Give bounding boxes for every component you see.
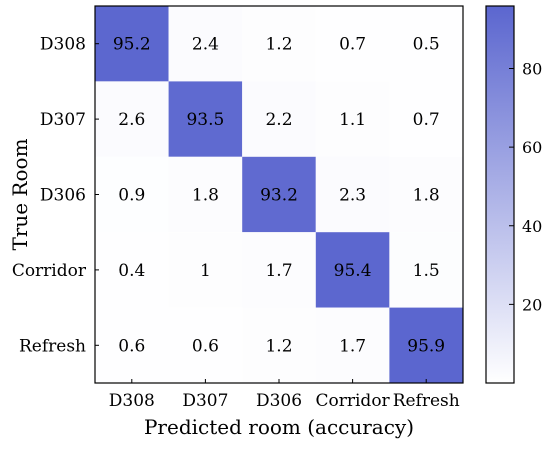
heatmap-cell: [168, 6, 243, 82]
y-axis-label: True Room: [8, 138, 32, 250]
cell-value-label: 1: [200, 261, 211, 281]
heatmap-cell: [242, 156, 316, 233]
heatmap-cell: [168, 232, 243, 308]
heatmap-cell: [168, 156, 243, 233]
heatmap-cell: [242, 81, 316, 157]
cell-value-label: 1.2: [265, 336, 292, 356]
heatmap-cell: [389, 6, 463, 82]
cell-value-label: 2.3: [339, 186, 366, 206]
heatmap-cells: [95, 6, 463, 383]
cell-value-label: 95.9: [407, 336, 445, 356]
cell-value-label: 1.5: [413, 261, 440, 281]
y-tick-label: D306: [40, 186, 86, 206]
x-tick-label: Refresh: [393, 391, 460, 411]
heatmap-cell: [95, 232, 169, 308]
heatmap-cell: [168, 81, 243, 157]
x-tick-label: D306: [256, 391, 302, 411]
y-tick-label: Refresh: [19, 336, 86, 356]
heatmap-cell: [315, 232, 390, 308]
heatmap-cell: [168, 307, 243, 383]
cell-value-label: 1.8: [413, 186, 440, 206]
cell-value-label: 93.5: [186, 110, 224, 130]
cell-value-label: 0.9: [118, 186, 145, 206]
y-tick-label: D308: [40, 35, 86, 55]
cell-value-label: 0.5: [413, 35, 440, 55]
cell-value-label: 93.2: [260, 186, 298, 206]
heatmap-cell: [315, 307, 390, 383]
heatmap-cell: [315, 6, 390, 82]
cell-value-label: 0.7: [413, 110, 440, 130]
heatmap-cell: [95, 6, 169, 82]
y-tick-label: D307: [40, 110, 86, 130]
heatmap-cell: [242, 6, 316, 82]
colorbar-tick-label: 20: [522, 295, 542, 314]
heatmap-cell: [389, 232, 463, 308]
cell-value-label: 0.6: [118, 336, 145, 356]
cell-value-label: 95.2: [113, 35, 151, 55]
x-tick-labels: D308 D307 D306 Corridor Refresh: [109, 379, 460, 411]
heatmap-cell: [315, 156, 390, 233]
cell-value-label: 2.6: [118, 110, 145, 130]
x-axis-label: Predicted room (accuracy): [144, 415, 414, 439]
y-tick-labels: D308 D307 D306 Corridor Refresh: [12, 35, 99, 356]
heatmap-cell: [95, 156, 169, 233]
heatmap-cell: [242, 307, 316, 383]
heatmap-cell: [242, 232, 316, 308]
colorbar-tick-label: 80: [522, 60, 542, 79]
x-tick-label: D308: [109, 391, 155, 411]
colorbar-ticks: 20 40 60 80: [509, 60, 542, 314]
heatmap-cell: [389, 307, 463, 383]
cell-value-label: 0.6: [192, 336, 219, 356]
cell-value-label: 2.2: [265, 110, 292, 130]
cell-value-label: 1.7: [265, 261, 292, 281]
y-tick-label: Corridor: [12, 261, 87, 281]
heatmap-cell: [95, 81, 169, 157]
cell-value-label: 0.4: [118, 261, 145, 281]
x-tick-label: Corridor: [316, 391, 391, 411]
heatmap-cell: [389, 156, 463, 233]
cell-value-label: 1.1: [339, 110, 366, 130]
cell-value-label: 2.4: [192, 35, 219, 55]
heatmap-cell: [389, 81, 463, 157]
colorbar-tick-label: 60: [522, 138, 542, 157]
cell-value-label: 1.2: [265, 35, 292, 55]
x-tick-label: D307: [182, 391, 228, 411]
cell-value-label: 1.7: [339, 336, 366, 356]
heatmap-cell: [315, 81, 390, 157]
colorbar-tick-label: 40: [522, 217, 542, 236]
heatmap-cell-labels: 95.2 2.4 1.2 0.7 0.5 2.6 93.5 2.2 1.1 0.7 0.9 1.8 93…: [113, 35, 445, 357]
colorbar: [485, 5, 515, 384]
cell-value-label: 0.7: [339, 35, 366, 55]
cell-value-label: 95.4: [334, 261, 372, 281]
cell-value-label: 1.8: [192, 186, 219, 206]
heatmap-cell: [95, 307, 169, 383]
